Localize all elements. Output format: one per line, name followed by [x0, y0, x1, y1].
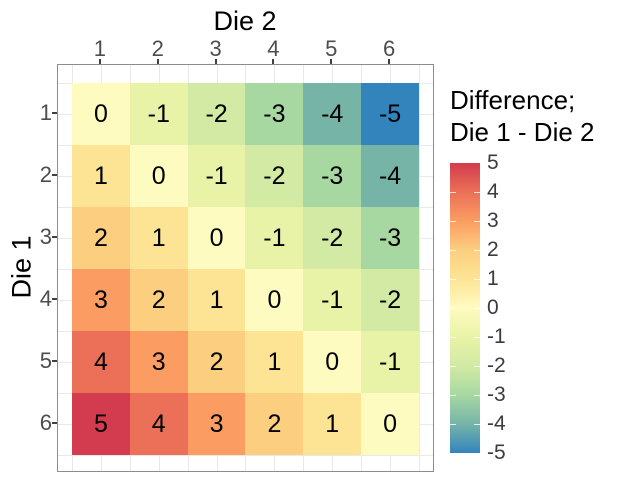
colorbar-tick-mark [450, 395, 456, 396]
legend-tick-label: -2 [487, 354, 506, 377]
heatmap-cell: -2 [187, 83, 246, 145]
colorbar-tick-mark [474, 395, 480, 396]
legend-title-line-2: Die 1 - Die 2 [450, 117, 595, 147]
heatmap-cell: 5 [72, 393, 130, 455]
heatmap-cell: 2 [187, 331, 246, 393]
colorbar-tick-mark [450, 192, 456, 193]
heatmap-cell: 0 [361, 393, 419, 455]
heatmap-panel: 0 -1 -2 -3 -4 -5 1 0 -1 -2 -3 -4 2 1 0 -1 -2 -3 3 2 1 0 -1 -2 4 3… [57, 64, 434, 472]
heatmap-cell: -4 [361, 145, 419, 207]
heatmap-cell: 2 [72, 207, 130, 269]
heatmap-cell: -1 [129, 83, 188, 145]
heatmap-cell: 3 [72, 269, 130, 331]
heatmap-cell: 0 [245, 269, 304, 331]
heatmap-cell: -2 [245, 145, 304, 207]
heatmap-cell: 1 [303, 393, 362, 455]
heatmap-cell: -2 [361, 269, 419, 331]
colorbar-tick-mark [474, 337, 480, 338]
heatmap-cell: -1 [303, 269, 362, 331]
heatmap-cell: 0 [303, 331, 362, 393]
colorbar-tick-mark [450, 424, 456, 425]
heatmap-cell: 0 [187, 207, 246, 269]
colorbar-tick-mark [474, 279, 480, 280]
legend-tick-label: -3 [487, 383, 506, 406]
legend-tick-label: 0 [487, 296, 499, 319]
heatmap-cell: -4 [303, 83, 362, 145]
heatmap-cell: 0 [129, 145, 188, 207]
heatmap-cell: 1 [187, 269, 246, 331]
colorbar-tick-mark [450, 308, 456, 309]
colorbar-tick-mark [474, 424, 480, 425]
legend-colorbar [450, 163, 480, 453]
x-axis-tick-label: 6 [382, 36, 396, 61]
legend-tick-label: 5 [487, 151, 499, 174]
heatmap-cell: 1 [129, 207, 188, 269]
legend-title-line-1: Difference; [450, 85, 576, 115]
y-axis-tick-label: 6 [39, 410, 52, 435]
colorbar-tick-mark [450, 279, 456, 280]
heatmap-cell: 0 [72, 83, 130, 145]
colorbar-tick-mark [474, 308, 480, 309]
legend-tick-label: -4 [487, 412, 506, 435]
colorbar-tick-mark [474, 221, 480, 222]
heatmap-cell: 1 [245, 331, 304, 393]
heatmap-cell: -3 [245, 83, 304, 145]
heatmap-cell: 2 [129, 269, 188, 331]
legend-tick-label: 2 [487, 238, 499, 261]
x-axis-tick-label: 1 [93, 36, 107, 61]
legend-title: Difference; Die 1 - Die 2 [450, 84, 595, 148]
heatmap-cell: 1 [72, 145, 130, 207]
colorbar-tick-mark [450, 366, 456, 367]
gridline-vertical [418, 65, 420, 471]
colorbar-tick-mark [450, 221, 456, 222]
legend-tick-label: -5 [487, 441, 506, 464]
legend-tick-label: 4 [487, 180, 499, 203]
x-axis-tick-label: 4 [267, 36, 280, 61]
legend-tick-label: 1 [487, 267, 499, 290]
y-axis-title: Die 1 [6, 235, 37, 299]
colorbar-tick-mark [474, 250, 480, 251]
colorbar-tick-mark [450, 250, 456, 251]
legend-tick-label: 3 [487, 209, 499, 232]
y-axis-tick-label: 1 [39, 100, 52, 125]
heatmap-cell: -3 [303, 145, 362, 207]
x-axis-tick-label: 5 [325, 36, 338, 61]
colorbar-tick-mark [474, 192, 480, 193]
heatmap-cell: 2 [245, 393, 304, 455]
gridline-horizontal [58, 455, 433, 456]
heatmap-cell: -1 [187, 145, 246, 207]
heatmap-cell: -5 [361, 83, 419, 145]
colorbar-tick-mark [474, 366, 480, 367]
heatmap-cell: -2 [303, 207, 362, 269]
legend-tick-label: -1 [487, 325, 506, 348]
y-axis-tick-label: 2 [39, 162, 52, 187]
colorbar-tick-mark [450, 337, 456, 338]
heatmap-cell: -3 [361, 207, 419, 269]
heatmap-cell: 4 [129, 393, 188, 455]
heatmap-cell: 3 [129, 331, 188, 393]
heatmap-cell: -1 [361, 331, 419, 393]
heatmap-cell: 4 [72, 331, 130, 393]
x-axis-title: Die 2 [213, 6, 277, 36]
x-axis-tick-label: 2 [151, 36, 164, 61]
heatmap-cell: -1 [245, 207, 304, 269]
heatmap-cell: 3 [187, 393, 246, 455]
y-axis-tick-label: 5 [39, 348, 52, 373]
x-axis-tick-label: 3 [209, 36, 222, 61]
